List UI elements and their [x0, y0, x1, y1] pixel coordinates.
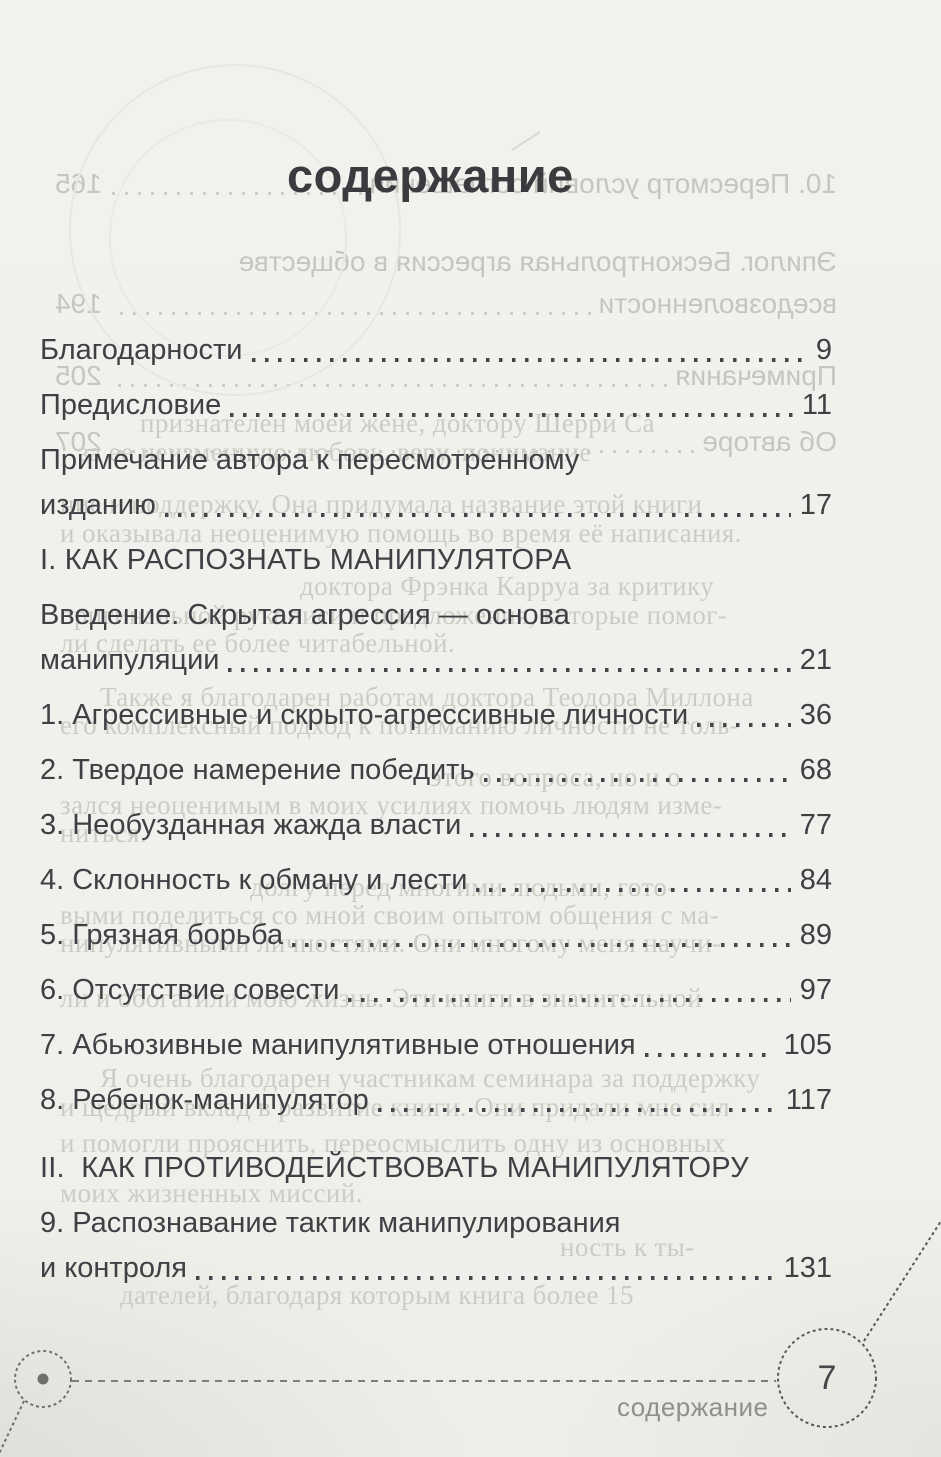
toc-section-label: I. КАК РАСПОЗНАТЬ МАНИПУЛЯТОРА	[40, 544, 572, 576]
toc-entry-label: 1. Агрессивные и скрыто-агрессивные личн…	[40, 699, 689, 731]
toc-entry-label: 5. Грязная борьба	[40, 919, 284, 951]
toc-entry-label: изданию	[40, 489, 156, 521]
page-title: содержание	[287, 149, 574, 202]
bleedthrough-serif-line: Я очень благодарен участникам семинара з…	[100, 1063, 761, 1093]
dot-leader	[377, 1108, 777, 1112]
toc-entry-label: манипуляции	[40, 644, 220, 676]
toc-page-number: 21	[799, 644, 832, 676]
toc-page-number: 84	[799, 864, 832, 896]
toc-entry: Предисловие 11	[40, 388, 832, 422]
bleedthrough-serif-line: ли сделать ее более читабельной.	[60, 628, 456, 658]
toc-entry: 3. Необузданная жажда власти 77	[40, 808, 832, 842]
bleedthrough-serif-line: и помогли прояснить, переосмыслить одну …	[60, 1128, 726, 1158]
toc-entry: 2. Твердое намерение победить 68	[40, 753, 832, 787]
toc-page-number: 68	[799, 754, 832, 786]
dot-leader	[348, 998, 791, 1002]
toc-entry-label: 4. Склонность к обману и лести	[40, 864, 468, 896]
toc-entry: 5. Грязная борьба 89	[40, 918, 832, 952]
bleedthrough-serif-line: ниться.	[60, 818, 147, 848]
toc-entry-label: Введение. Скрытая агрессия — основа	[40, 599, 570, 631]
toc-entry-label: 8. Ребенок-манипулятор	[40, 1084, 369, 1116]
bleedthrough-serif-line: его комплексный подход к пониманию лично…	[60, 710, 740, 740]
bleedthrough-serif-line: Также я благодарен работам доктора Теодо…	[100, 682, 754, 712]
toc-page-number: 9	[815, 334, 832, 366]
toc-page-number: 89	[799, 919, 832, 951]
toc-entry: 6. Отсутствие совести 97	[40, 973, 832, 1007]
bleedthrough-serif-line: и оказывала неоценимую помощь во время е…	[60, 518, 742, 548]
toc-list: Благодарности 9 Предисловие 11 Примечание ав…	[40, 333, 832, 1306]
footer-running-title: содержание	[617, 1392, 769, 1422]
bleedthrough-serif-line: и щедрый вклад в развитие книги. Они при…	[60, 1092, 731, 1122]
toc-section-heading: II. КАК ПРОТИВОДЕЙСТВОВАТЬ МАНИПУЛЯТОРУ	[40, 1151, 832, 1185]
bleedthrough-serif-line: дателей, благодаря которым книга более 1…	[120, 1280, 634, 1310]
dot-leader	[228, 668, 791, 672]
dot-leader	[195, 1276, 775, 1280]
toc-entry-label: Предисловие	[40, 389, 222, 421]
dot-leader	[292, 943, 791, 947]
toc-entry-label: 9. Распознавание тактик манипулирования	[40, 1207, 621, 1239]
toc-page-number: 97	[799, 974, 832, 1006]
toc-entry: 1. Агрессивные и скрыто-агрессивные личн…	[40, 698, 832, 732]
toc-entry: Благодарности 9	[40, 333, 832, 367]
toc-page-number: 11	[801, 389, 832, 421]
toc-section-label: II. КАК ПРОТИВОДЕЙСТВОВАТЬ МАНИПУЛЯТОРУ	[40, 1152, 749, 1184]
dot-leader	[476, 888, 791, 892]
toc-entry: 9. Распознавание тактик манипулирования и…	[40, 1206, 832, 1285]
bleedthrough-serif-line: доктора Фрэнка Карруа за критику	[300, 571, 715, 601]
toc-entry-label: и контроля	[40, 1252, 187, 1284]
bleedthrough-serif-line: выми поделиться со мной своим опытом общ…	[60, 900, 720, 930]
bleedthrough-serif-line: за ее неизменную любовь, веру, понимание	[78, 437, 592, 467]
toc-entry-label: 2. Твердое намерение победить	[40, 754, 475, 786]
toc-entry: 8. Ребенок-манипулятор 117	[40, 1083, 832, 1117]
toc-entry-label: 6. Отсутствие совести	[40, 974, 340, 1006]
dot-leader	[251, 358, 807, 362]
bleedthrough-serif-line: долгу перед многими людьми, гото-	[250, 872, 677, 902]
dot-leader	[230, 413, 793, 417]
bleedthrough-serif-line: ность к ты-	[560, 1232, 695, 1262]
toc-page-number: 17	[799, 489, 832, 521]
toc-entry-label: Примечание автора к пересмотренному	[40, 444, 580, 476]
toc-page-number: 131	[783, 1252, 832, 1284]
dot-leader	[697, 723, 791, 727]
dot-leader	[164, 513, 791, 517]
bleedthrough-serif-line: этого вопроса, но и о	[430, 762, 681, 792]
bleedthrough-serif-line: моих жизненных миссий.	[60, 1178, 363, 1208]
dot-leader	[470, 833, 791, 837]
toc-page-number: 105	[783, 1029, 832, 1061]
toc-page-number: 77	[799, 809, 832, 841]
toc-entry: 7. Абьюзивные манипулятивные отношения 10…	[40, 1028, 832, 1062]
toc-entry-label: 3. Необузданная жажда власти	[40, 809, 462, 841]
toc-entry: Введение. Скрытая агрессия — основа манип…	[40, 598, 832, 677]
dot-leader	[644, 1053, 775, 1057]
bleedthrough-serif-line: зался неоценимым в моих усилиях помочь л…	[60, 790, 723, 820]
page-number: 7	[817, 1359, 837, 1397]
toc-entry-label: 7. Абьюзивные манипулятивные отношения	[40, 1029, 636, 1061]
bleedthrough-serif-line: оригинальной рукописи и предложения, кот…	[60, 600, 728, 630]
dot-leader	[483, 778, 791, 782]
toc-page-number: 117	[785, 1084, 832, 1116]
toc-entry-label: Благодарности	[40, 334, 243, 366]
toc-section-heading: I. КАК РАСПОЗНАТЬ МАНИПУЛЯТОРА	[40, 543, 832, 577]
toc-entry: Примечание автора к пересмотренному издан…	[40, 443, 832, 522]
toc-page-number: 36	[799, 699, 832, 731]
toc-entry: 4. Склонность к обману и лести 84	[40, 863, 832, 897]
